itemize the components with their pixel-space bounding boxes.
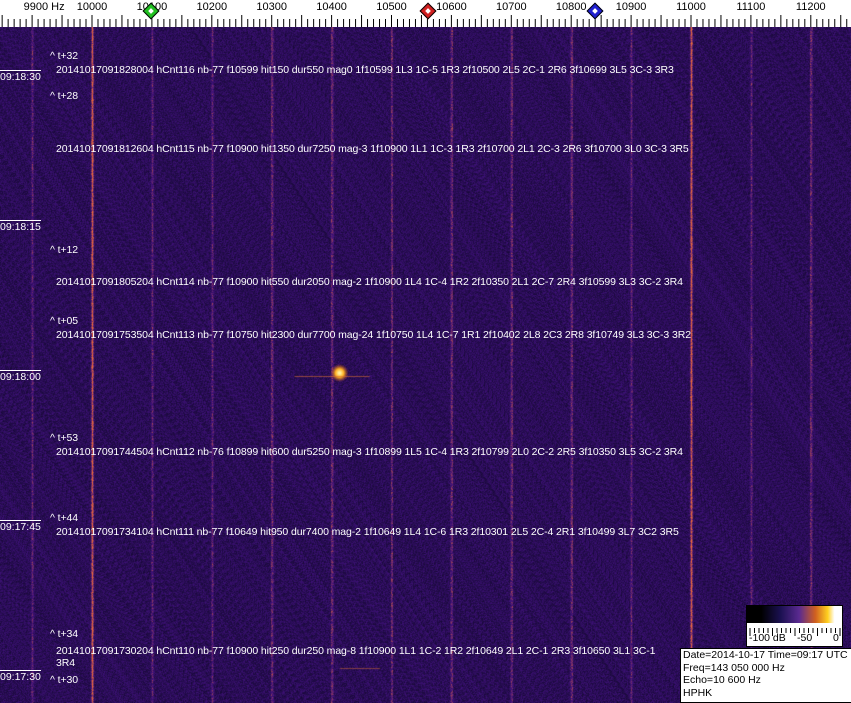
- offset-label: ^ t+28: [50, 90, 78, 102]
- info-date-time: Date=2014-10-17 Time=09:17 UTC: [683, 649, 848, 661]
- time-label: 09:18:00: [0, 370, 41, 383]
- detection-line: 20141017091734104 hCnt111 nb-77 f10649 h…: [56, 526, 679, 538]
- colorbar-label-mid: -50: [797, 632, 813, 644]
- offset-label: ^ t+05: [50, 315, 78, 327]
- frequency-label: 11000: [676, 1, 706, 13]
- offset-label: ^ t+30: [50, 674, 78, 686]
- frequency-label: 11100: [736, 1, 766, 13]
- detection-line: 20141017091805204 hCnt114 nb-77 f10900 h…: [56, 276, 683, 288]
- colorbar-label-max: 0: [833, 632, 839, 644]
- time-label: 09:17:30: [0, 670, 41, 683]
- info-panel: Date=2014-10-17 Time=09:17 UTC Freq=143 …: [680, 648, 851, 703]
- offset-label: ^ t+53: [50, 432, 78, 444]
- offset-label: ^ t+44: [50, 512, 78, 524]
- colorbar: -100 dB -50 0: [746, 605, 843, 647]
- detection-line: 20141017091744504 hCnt112 nb-76 f10899 h…: [56, 446, 683, 458]
- time-label: 09:18:30: [0, 70, 41, 83]
- frequency-label: 10300: [256, 1, 287, 13]
- frequency-label: 10400: [316, 1, 347, 13]
- detection-line: 20141017091730204 hCnt110 nb-77 f10900 h…: [56, 645, 656, 669]
- frequency-ticks: [1, 15, 848, 27]
- frequency-label: 10800: [555, 1, 587, 13]
- colorbar-gradient: [747, 606, 842, 623]
- colorbar-label-min: -100 dB: [749, 632, 786, 644]
- detection-line: 20141017091828004 hCnt116 nb-77 f10599 h…: [56, 64, 674, 76]
- info-echo: Echo=10 600 Hz: [683, 674, 761, 686]
- colorbar-ticks: [749, 628, 841, 636]
- offset-label: ^ t+32: [50, 50, 78, 62]
- frequency-label: 10200: [196, 1, 228, 13]
- time-label: 09:18:15: [0, 220, 41, 233]
- frequency-label: 10600: [436, 1, 467, 13]
- frequency-label: 10500: [376, 1, 407, 13]
- frequency-label: 10900: [615, 1, 647, 13]
- frequency-label: 10700: [496, 1, 527, 13]
- info-frequency: Freq=143 050 000 Hz: [683, 661, 785, 674]
- detection-line: 20141017091812604 hCnt115 nb-77 f10900 h…: [56, 143, 689, 155]
- frequency-label: 10000: [76, 1, 108, 13]
- time-label: 09:17:45: [0, 520, 41, 533]
- frequency-label: 11200: [795, 1, 826, 13]
- offset-label: ^ t+34: [50, 628, 78, 640]
- waterfall-spectrogram[interactable]: [0, 27, 851, 703]
- info-station: HPHK: [683, 686, 713, 699]
- frequency-axis[interactable]: 9900 Hz100001010010200103001040010500106…: [0, 0, 851, 27]
- detection-line: 20141017091753504 hCnt113 nb-77 f10750 h…: [56, 329, 691, 341]
- offset-label: ^ t+12: [50, 244, 78, 256]
- frequency-label: 9900 Hz: [23, 1, 65, 13]
